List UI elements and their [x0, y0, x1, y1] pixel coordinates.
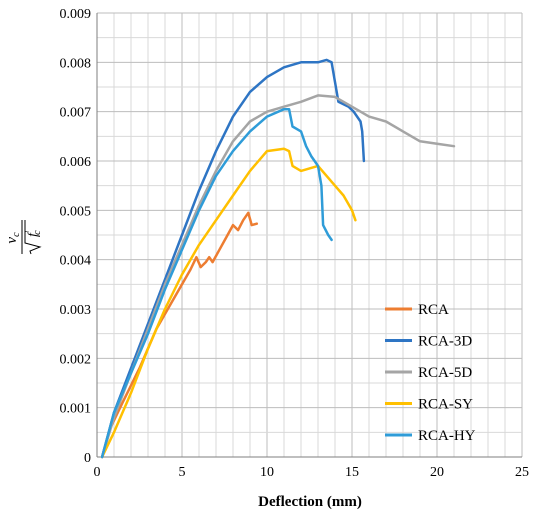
y-tick-label: 0.002 [60, 352, 92, 367]
x-tick-label: 15 [345, 465, 359, 480]
y-tick-label: 0.003 [60, 303, 92, 318]
y-tick-label: 0.005 [60, 204, 92, 219]
legend-label-rca-5d: RCA-5D [418, 365, 472, 381]
legend-label-rca-hy: RCA-HY [418, 428, 476, 444]
legend: RCA RCA-3D RCA-5D RCA-SY RCA-HY [385, 302, 476, 444]
y-tick-label: 0.006 [60, 155, 92, 170]
y-tick-label: 0 [84, 451, 91, 466]
y-axis-denominator: f′c [24, 230, 43, 237]
axes [96, 13, 522, 458]
x-tick-label: 0 [94, 465, 101, 480]
series-line-rca-hy [100, 107, 333, 459]
tick-labels: 0 5 10 15 20 25 0 0.001 0.002 0.003 0.004 0.005 0.00… [60, 7, 530, 480]
y-axis-numerator: vc [4, 232, 22, 244]
legend-label-rca-sy: RCA-SY [418, 397, 473, 413]
y-axis-sqrt-sign [24, 220, 42, 255]
x-axis-title: Deflection (mm) [258, 494, 362, 510]
x-tick-label: 25 [515, 465, 529, 480]
x-tick-label: 10 [260, 465, 274, 480]
y-tick-label: 0.008 [60, 56, 92, 71]
grid [96, 12, 523, 458]
series-line-rca-3d [100, 58, 366, 459]
legend-label-rca-3d: RCA-3D [418, 334, 472, 350]
series-line-rca-5d [100, 94, 456, 459]
legend-label-rca: RCA [418, 302, 449, 318]
y-tick-label: 0.007 [60, 106, 92, 121]
series-line-rca-sy [100, 147, 357, 459]
series-lines [100, 58, 456, 459]
y-tick-label: 0.009 [60, 7, 92, 22]
y-tick-label: 0.004 [60, 254, 92, 269]
x-tick-label: 5 [179, 465, 186, 480]
x-tick-label: 20 [430, 465, 444, 480]
y-tick-label: 0.001 [60, 402, 92, 417]
y-axis-title: vc f′c [4, 220, 43, 255]
